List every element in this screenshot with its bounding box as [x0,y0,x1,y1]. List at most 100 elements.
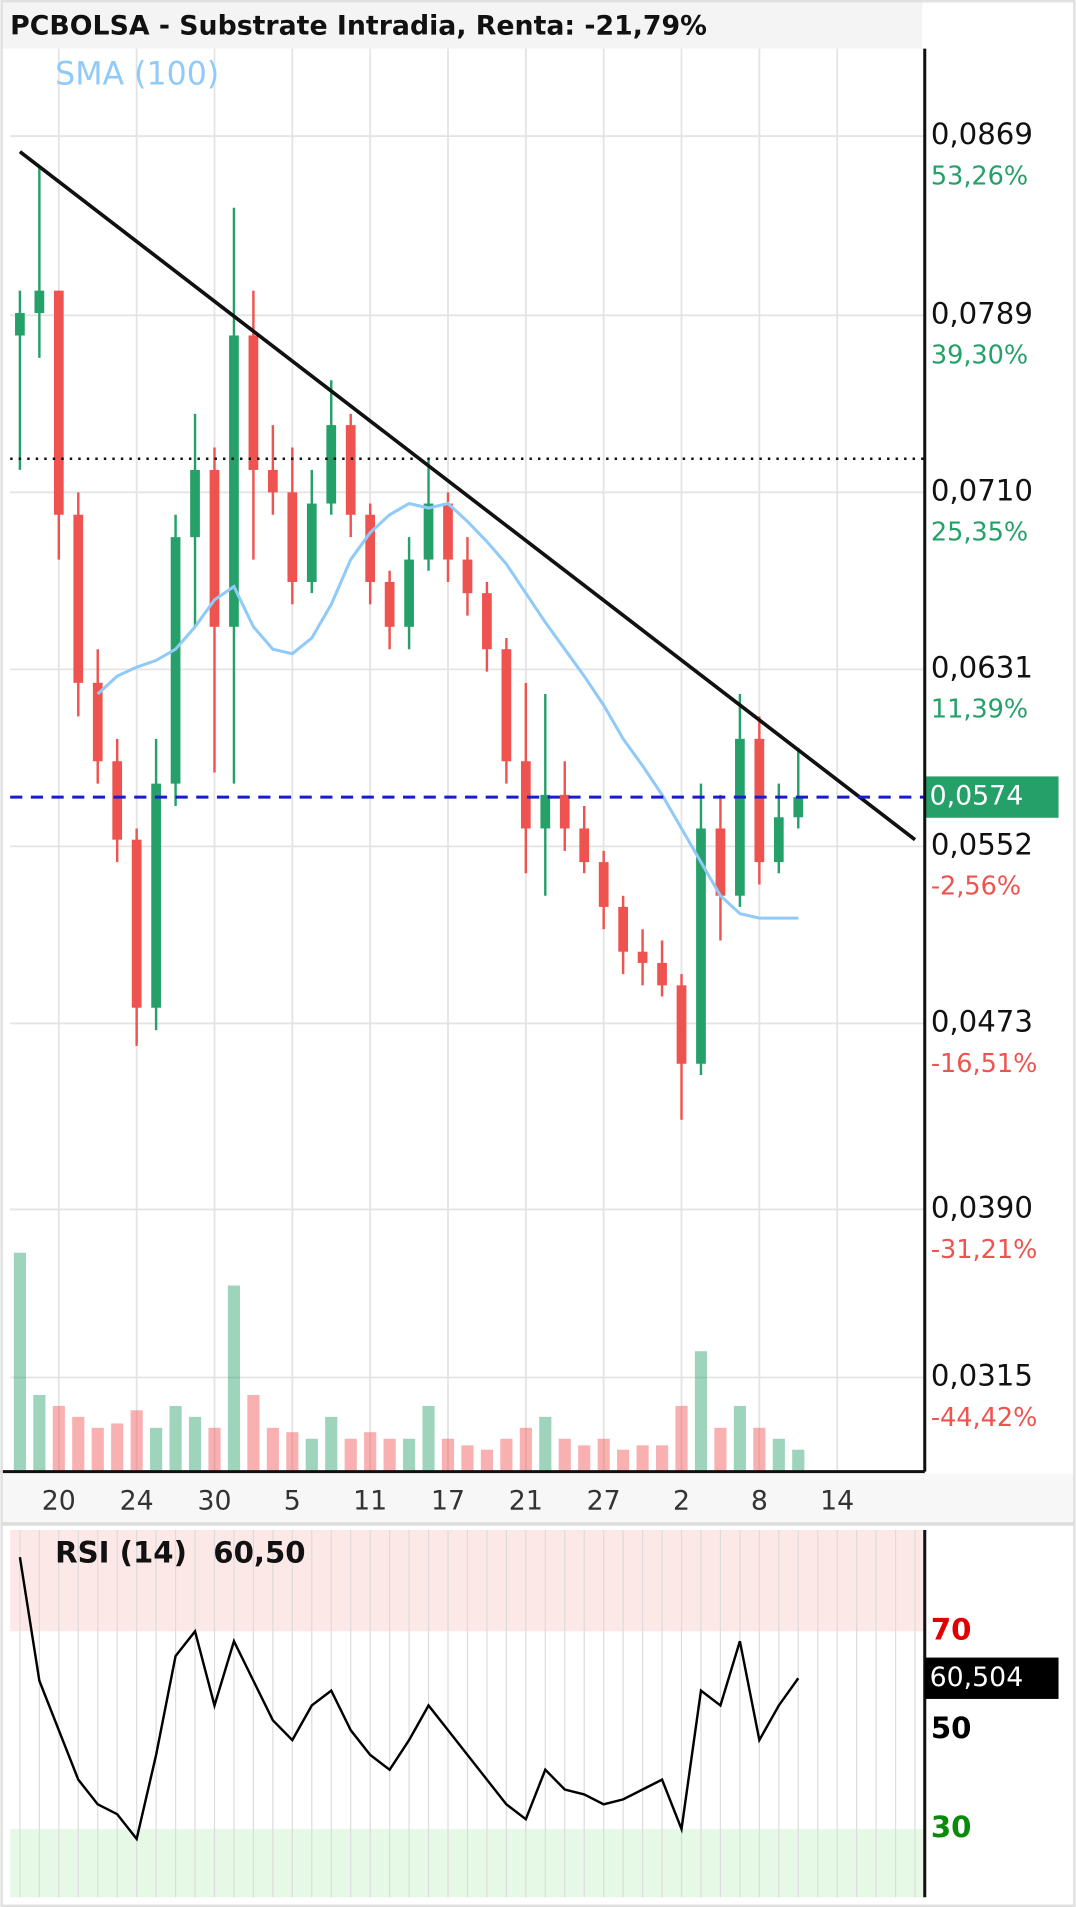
rsi-value-label: 60,50 [213,1535,305,1569]
volume-bar [91,1427,104,1472]
y-tick-label: 0,0390 [931,1190,1033,1224]
volume-bar [500,1438,513,1472]
candle-body [676,985,687,1064]
volume-bar [150,1427,163,1472]
volume-bar [539,1416,552,1472]
x-tick-label: 30 [197,1486,231,1517]
y-tick-change-label: -31,21% [931,1235,1038,1265]
candle-body [15,313,25,336]
volume-bar [383,1438,396,1472]
candle-body [170,537,181,784]
volume-bar [617,1449,630,1472]
candle-body [209,469,220,627]
y-tick-label: 50 [931,1711,972,1745]
volume-bar [33,1394,46,1472]
y-tick-change-label: 25,35% [931,518,1028,548]
candle-body [190,469,200,538]
candle-body [404,559,414,627]
y-tick-change-label: 53,26% [931,161,1028,191]
volume-bar [325,1416,338,1472]
volume-bar [480,1449,494,1472]
candle-body [598,862,609,907]
volume-bar [694,1351,708,1472]
date-band [0,1474,1076,1523]
candle-body [715,828,726,896]
x-tick-label: 27 [587,1486,621,1517]
candle-body [501,649,512,762]
y-tick-label: 0,0631 [931,650,1033,684]
candle-body [657,962,667,986]
volume-bar [655,1445,669,1472]
sma-line [96,501,799,920]
last-price-label: 0,0574 [930,781,1024,812]
candle-body [131,839,142,1008]
candle-body [637,951,648,963]
candle-body [482,593,492,650]
candle-body [268,469,278,493]
candle-body [793,797,804,818]
volume-bar [344,1438,357,1472]
volume-bar [636,1445,649,1472]
volume-bar [111,1423,124,1472]
candle-body [151,783,161,1008]
rsi-title: RSI (14) [55,1535,187,1569]
volume-bar [772,1438,785,1472]
y-tick-label: 0,0789 [931,296,1033,330]
y-tick-label: 0,0315 [931,1358,1033,1392]
volume-bar [578,1445,591,1472]
title-bar [0,0,923,49]
candle-body [34,290,45,314]
x-tick-label: 20 [42,1486,76,1517]
candle-body [248,335,259,470]
candle-body [345,425,356,515]
y-tick-change-label: 39,30% [931,341,1028,371]
candle-body [423,503,434,560]
volume-bar [227,1285,241,1472]
x-tick-label: 11 [353,1486,387,1517]
x-tick-label: 24 [120,1486,154,1517]
volume-bar [130,1410,143,1472]
candle-body [53,290,64,515]
x-tick-label: 8 [751,1486,768,1517]
candle-body [112,761,123,840]
candle-body [306,503,317,582]
volume-bar [714,1427,727,1472]
volume-bar [558,1438,571,1472]
y-tick-change-label: -16,51% [931,1049,1038,1079]
candle-body [92,682,103,762]
volume-bar [247,1394,260,1472]
volume-bar [266,1427,279,1472]
volume-bar [364,1432,377,1472]
volume-bar [188,1416,202,1472]
candle-body [540,794,551,829]
rsi-last-box [924,1657,1059,1699]
candle-body [754,738,765,863]
volume-bar [169,1405,182,1472]
candle-body [579,828,590,863]
candle-body [696,828,706,1064]
y-tick-change-label: -2,56% [931,872,1021,902]
volume-bar [597,1438,610,1472]
volume-bar [286,1432,299,1472]
legend-entry: SMA (100) [55,56,219,92]
candle-body [520,761,531,829]
volume-bar [461,1445,474,1472]
candle-body [229,335,239,627]
candle-body [365,514,376,582]
candle-body [73,514,84,683]
candle-body [443,503,453,560]
y-tick-label: 70 [931,1612,972,1646]
y-tick-change-label: 11,39% [931,695,1028,725]
x-tick-label: 2 [673,1486,690,1517]
volume-bar [72,1416,85,1472]
volume-bar [305,1438,318,1472]
y-tick-label: 0,0869 [931,117,1033,151]
y-tick-label: 30 [931,1810,972,1844]
volume-bar [13,1252,26,1472]
x-tick-label: 14 [820,1486,854,1517]
trendline [18,150,917,842]
y-tick-label: 0,0710 [931,473,1033,507]
x-tick-label: 5 [284,1486,301,1517]
